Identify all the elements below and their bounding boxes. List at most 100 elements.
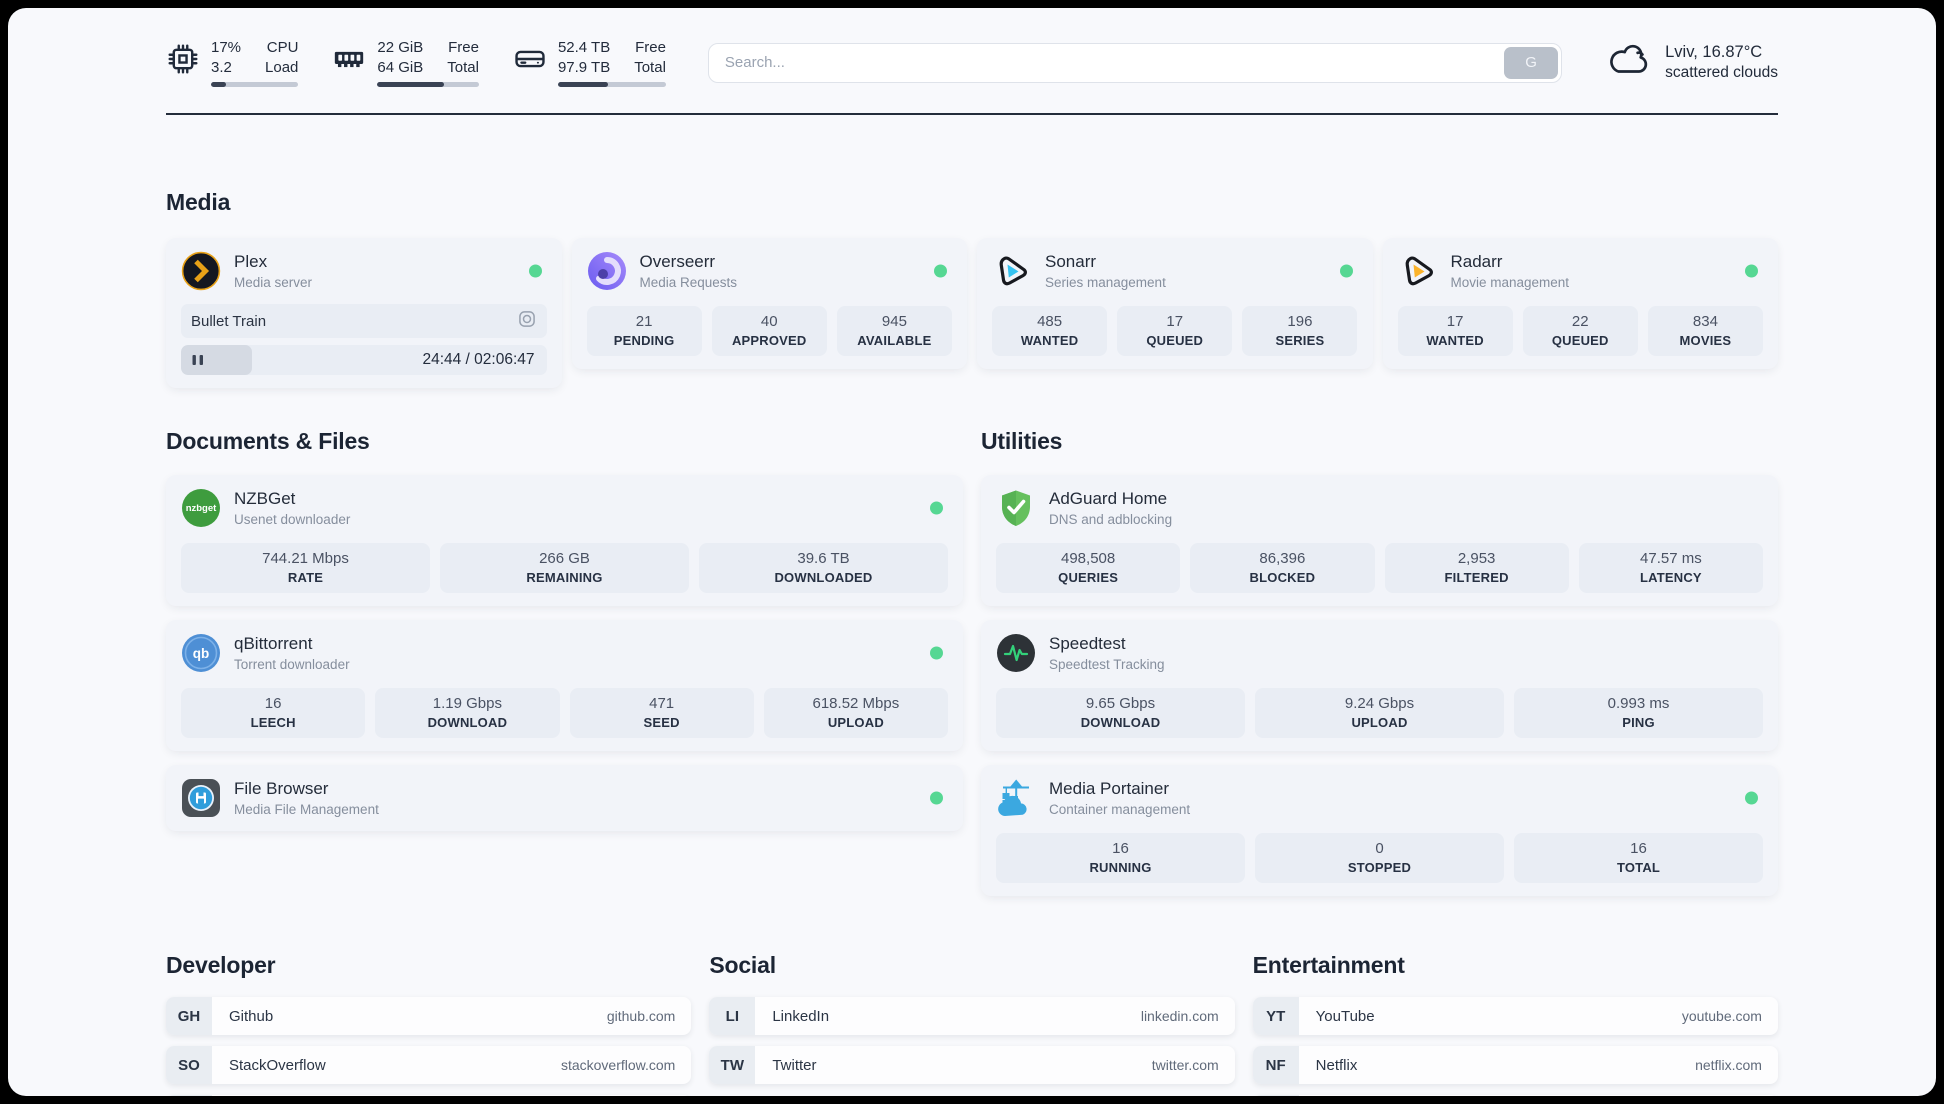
session-icon[interactable] [517,309,537,333]
stat-tile: 16 TOTAL [1514,833,1763,883]
app-desc: Media server [234,275,313,291]
link-row-youtube[interactable]: YT YouTube youtube.com [1252,997,1778,1035]
app-desc: Usenet downloader [234,512,351,528]
stat-tile: 16 LEECH [181,688,366,738]
stat-tile: 744.21 Mbps RATE [181,543,430,593]
search-input[interactable] [707,42,1563,83]
search-engine-button[interactable]: G [1504,46,1559,79]
status-dot [934,264,947,278]
entertainment-links-column: Entertainment YT YouTube youtube.com NF … [1252,952,1778,1096]
link-row-netflix[interactable]: NF Netflix netflix.com [1252,1046,1778,1084]
app-card-nzbget[interactable]: nzbget NZBGet Usenet downloader 74 [166,475,963,606]
nzbget-icon: nzbget [181,488,221,528]
link-url: github.com [606,1008,676,1024]
link-abbr: RE [1252,1095,1299,1096]
link-label: Netflix [1315,1056,1358,1074]
app-desc: Speedtest Tracking [1049,657,1165,673]
filebrowser-icon [181,778,221,818]
app-desc: Movie management [1450,275,1570,291]
link-url: stackoverflow.com [560,1057,676,1073]
app-title: Radarr [1450,251,1503,271]
app-card-filebrowser[interactable]: File Browser Media File Management [166,765,963,831]
cpu-load-value: 3.2 [211,58,232,76]
app-card-speedtest[interactable]: Speedtest Speedtest Tracking 9.65 Gbps D… [981,620,1778,751]
section-title-social: Social [709,952,776,978]
memory-free-label: Free [448,39,479,56]
qbittorrent-icon: qb [181,633,221,673]
stat-tile: 47.57 ms LATENCY [1578,543,1763,593]
cpu-icon [166,38,200,81]
link-row-reddit[interactable]: RE Reddit reddit.com [1252,1095,1778,1096]
section-title-documents: Documents & Files [166,428,370,454]
playback-progress: 24:44 / 02:06:47 [181,345,547,375]
cpu-usage-label: CPU [266,39,299,56]
link-label: Twitter [772,1056,817,1074]
link-label: StackOverflow [229,1056,326,1074]
svg-text:qb: qb [193,646,210,661]
disk-free-label: Free [635,39,666,56]
link-abbr: GH [166,997,212,1035]
app-title: File Browser [234,778,329,798]
developer-links-column: Developer GH Github github.com SO StackO… [166,952,692,1096]
stat-tile: 22 QUEUED [1522,306,1638,356]
stat-tile: 17 WANTED [1397,306,1513,356]
link-row-stackoverflow[interactable]: SO StackOverflow stackoverflow.com [166,1046,692,1084]
app-title: Plex [234,251,268,271]
section-title-entertainment: Entertainment [1252,952,1405,978]
status-dot [1745,264,1758,278]
link-row-dev[interactable]: DT DEV dev.to [166,1095,692,1096]
app-desc: Container management [1049,802,1191,818]
playback-time: 24:44 / 02:06:47 [422,351,535,368]
app-desc: Media File Management [234,802,379,818]
cpu-load-label: Load [265,58,299,76]
link-abbr: LI [709,997,756,1035]
status-dot [930,501,943,515]
radarr-icon [1398,251,1438,291]
weather-condition: scattered clouds [1665,64,1778,82]
status-dot [528,264,542,278]
app-title: Sonarr [1045,251,1097,271]
app-card-adguard[interactable]: AdGuard Home DNS and adblocking 498,508 … [981,475,1778,606]
stat-tile: 2,953 FILTERED [1384,543,1569,593]
app-card-radarr[interactable]: Radarr Movie management 17 WANTED 22 QUE… [1382,238,1778,369]
memory-progress-bar [377,82,479,87]
disk-total-value: 97.9 TB [557,58,611,76]
section-title-utilities: Utilities [981,428,1063,454]
section-title-media: Media [166,189,231,215]
app-title: Speedtest [1049,633,1126,653]
pause-button[interactable] [191,353,205,367]
app-card-plex[interactable]: Plex Media server Bullet Train [166,238,562,388]
memory-stat: 22 GiB 64 GiB Free Total [332,38,479,87]
stat-tile: 40 APPROVED [711,306,827,356]
disk-icon [513,38,547,81]
status-dot [1339,264,1353,278]
app-title: NZBGet [234,488,296,508]
app-title: AdGuard Home [1049,488,1168,508]
disk-free-value: 52.4 TB [557,39,611,56]
link-abbr: TW [709,1046,756,1084]
header: 17% 3.2 CPU Load [166,38,1778,87]
disk-total-label: Total [634,58,666,76]
link-abbr: YT [1252,997,1299,1035]
adguard-icon [996,488,1036,528]
now-playing-row: Bullet Train [181,304,547,338]
section-title-developer: Developer [166,952,276,978]
stat-tile: 1.19 Gbps DOWNLOAD [375,688,560,738]
link-row-linkedin[interactable]: LI LinkedIn linkedin.com [709,997,1235,1035]
link-row-twitter[interactable]: TW Twitter twitter.com [709,1046,1235,1084]
app-title: qBittorrent [234,633,313,653]
header-divider [166,113,1778,115]
app-card-portainer[interactable]: Media Portainer Container management 16 … [981,765,1778,896]
memory-total-value: 64 GiB [377,58,424,76]
app-card-overseerr[interactable]: Overseerr Media Requests 21 PENDING 40 A… [571,238,967,369]
app-card-qbittorrent[interactable]: qb qBittorrent Torrent downloader [166,620,963,751]
cpu-stat: 17% 3.2 CPU Load [166,38,299,87]
utilities-column: Utilities [981,428,1778,896]
link-label: YouTube [1315,1007,1375,1025]
stat-tile: 86,396 BLOCKED [1190,543,1375,593]
weather-widget: Lviv, 16.87°C scattered clouds [1606,40,1778,85]
stat-tile: 9.24 Gbps UPLOAD [1255,688,1504,738]
app-card-sonarr[interactable]: Sonarr Series management 485 WANTED 17 Q… [977,238,1373,369]
link-row-github[interactable]: GH Github github.com [166,997,692,1035]
link-url: linkedin.com [1140,1008,1219,1024]
